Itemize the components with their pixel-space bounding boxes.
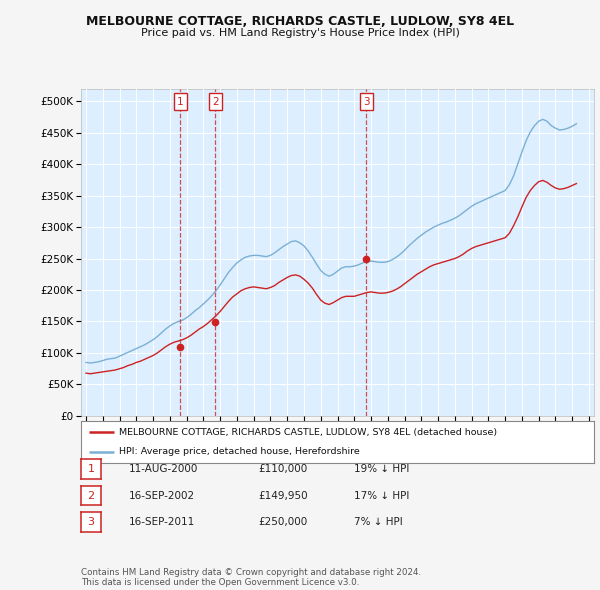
Text: 2: 2 xyxy=(212,97,218,107)
Text: 17% ↓ HPI: 17% ↓ HPI xyxy=(354,491,409,500)
Text: 3: 3 xyxy=(88,517,94,527)
Text: Price paid vs. HM Land Registry's House Price Index (HPI): Price paid vs. HM Land Registry's House … xyxy=(140,28,460,38)
Text: HPI: Average price, detached house, Herefordshire: HPI: Average price, detached house, Here… xyxy=(119,447,360,456)
Text: 1: 1 xyxy=(88,464,94,474)
Text: 1: 1 xyxy=(177,97,184,107)
Text: MELBOURNE COTTAGE, RICHARDS CASTLE, LUDLOW, SY8 4EL (detached house): MELBOURNE COTTAGE, RICHARDS CASTLE, LUDL… xyxy=(119,428,497,437)
Text: MELBOURNE COTTAGE, RICHARDS CASTLE, LUDLOW, SY8 4EL: MELBOURNE COTTAGE, RICHARDS CASTLE, LUDL… xyxy=(86,15,514,28)
Text: £110,000: £110,000 xyxy=(258,464,307,474)
Text: 19% ↓ HPI: 19% ↓ HPI xyxy=(354,464,409,474)
Text: £149,950: £149,950 xyxy=(258,491,308,500)
Text: 16-SEP-2011: 16-SEP-2011 xyxy=(129,517,195,527)
Text: £250,000: £250,000 xyxy=(258,517,307,527)
Text: 7% ↓ HPI: 7% ↓ HPI xyxy=(354,517,403,527)
Text: 3: 3 xyxy=(363,97,370,107)
Text: 16-SEP-2002: 16-SEP-2002 xyxy=(129,491,195,500)
Text: 2: 2 xyxy=(88,491,94,500)
Text: 11-AUG-2000: 11-AUG-2000 xyxy=(129,464,199,474)
Text: Contains HM Land Registry data © Crown copyright and database right 2024.
This d: Contains HM Land Registry data © Crown c… xyxy=(81,568,421,587)
